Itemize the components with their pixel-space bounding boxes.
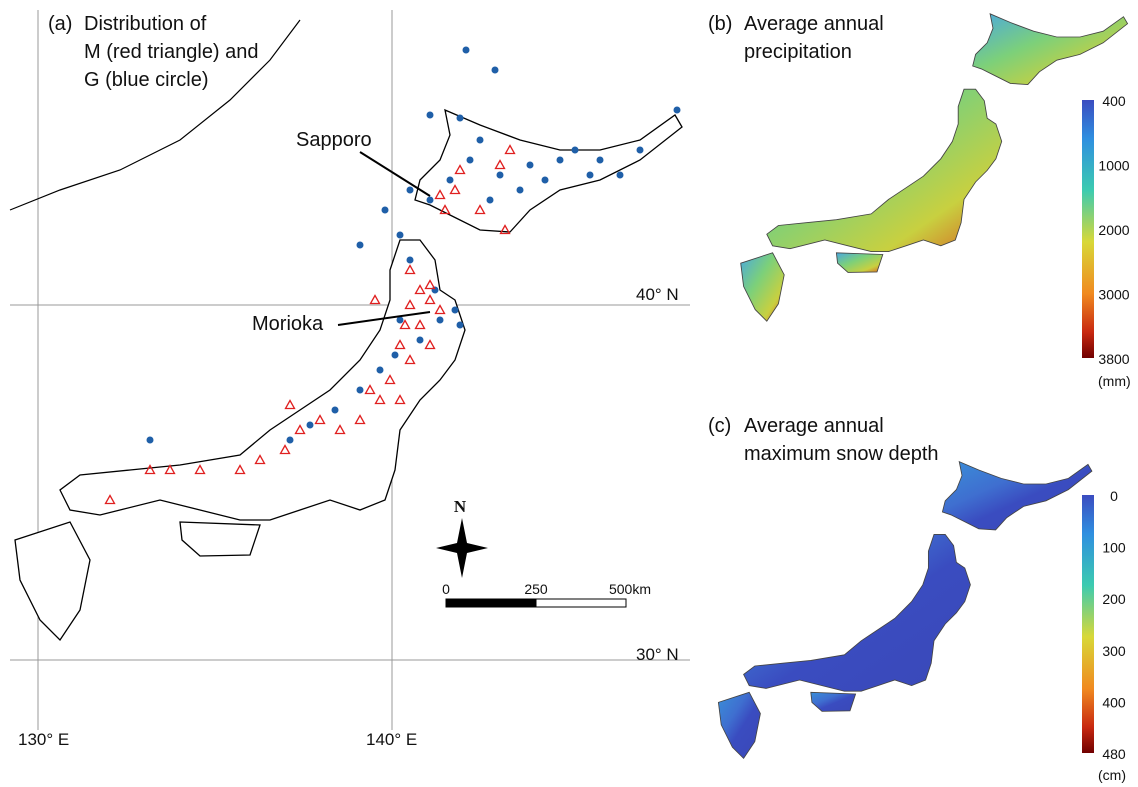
g-station	[147, 437, 154, 444]
scale-bar	[536, 599, 626, 607]
title-line: Distribution of	[84, 13, 207, 35]
city-label: Morioka	[252, 313, 324, 335]
colorbar-tick-label: 400	[1102, 694, 1126, 710]
colorbar-tick-label: 480	[1102, 746, 1126, 762]
g-station	[447, 177, 454, 184]
title-line: maximum snow depth	[744, 443, 939, 465]
g-station	[382, 207, 389, 214]
title-line: precipitation	[744, 41, 852, 63]
grid-label: 130° E	[18, 730, 69, 749]
colorbar-tick-label: 3000	[1098, 287, 1129, 303]
colorbar-ticks: 0 100 200 300 400 480	[1102, 488, 1126, 762]
title-line: G (blue circle)	[84, 69, 208, 91]
colorbar-tick-label: 200	[1102, 591, 1126, 607]
g-station	[617, 172, 624, 179]
colorbar-tick-label: 3800	[1098, 351, 1129, 367]
colorbar-tick-label: 100	[1102, 540, 1126, 556]
g-station	[497, 172, 504, 179]
scale-label: 250	[524, 581, 548, 597]
g-station	[432, 287, 439, 294]
japan-outline	[15, 110, 682, 640]
g-station	[417, 337, 424, 344]
g-station	[557, 157, 564, 164]
city-label: Sapporo	[296, 129, 372, 151]
g-station	[637, 147, 644, 154]
north-arrow	[436, 518, 488, 578]
figure: (a) Distribution of M (red triangle) and…	[0, 0, 1138, 787]
north-label: N	[454, 497, 467, 516]
g-station	[463, 47, 470, 54]
colorbar-tick-label: 1000	[1098, 158, 1129, 174]
g-station	[437, 317, 444, 324]
panel-a: (a) Distribution of M (red triangle) and…	[10, 10, 690, 749]
colorbar-tick-label: 0	[1110, 488, 1118, 504]
g-station	[427, 197, 434, 204]
g-station	[392, 352, 399, 359]
g-station	[477, 137, 484, 144]
scale-label: 0	[442, 581, 450, 597]
g-station	[492, 67, 499, 74]
panel-c: (c) Average annual maximum snow depth 0 1…	[708, 415, 1126, 783]
scale-bar	[446, 599, 536, 607]
scale-label: 500km	[609, 581, 651, 597]
g-station	[307, 422, 314, 429]
g-station	[527, 162, 534, 169]
colorbar-tick-label: 400	[1102, 93, 1126, 109]
g-station	[427, 112, 434, 119]
grid-label: 30° N	[636, 645, 679, 664]
colorbar-ticks: 400 1000 2000 3000 3800	[1098, 93, 1129, 367]
grid-label: 40° N	[636, 285, 679, 304]
title-line: Average annual	[744, 13, 884, 35]
g-station	[674, 107, 681, 114]
m-station	[371, 296, 380, 304]
g-station	[542, 177, 549, 184]
g-station	[332, 407, 339, 414]
colorbar	[1082, 100, 1094, 358]
panel-label: (c)	[708, 415, 731, 437]
arrow	[360, 152, 430, 196]
g-station	[452, 307, 459, 314]
g-station	[597, 157, 604, 164]
g-station	[572, 147, 579, 154]
g-station	[287, 437, 294, 444]
g-station	[467, 157, 474, 164]
g-station	[517, 187, 524, 194]
grid-label: 140° E	[366, 730, 417, 749]
g-station	[487, 197, 494, 204]
g-station	[407, 187, 414, 194]
unit-label: (cm)	[1098, 767, 1126, 783]
g-station	[357, 242, 364, 249]
colorbar-tick-label: 300	[1102, 643, 1126, 659]
panel-label: (b)	[708, 13, 732, 35]
panel-label: (a)	[48, 13, 72, 35]
g-station	[407, 257, 414, 264]
g-station	[457, 115, 464, 122]
panel-b: (b) Average annual precipitation 400 1000…	[708, 13, 1131, 389]
snow-depth-map	[718, 462, 1092, 759]
m-station	[286, 401, 295, 409]
g-station	[397, 232, 404, 239]
g-station	[357, 387, 364, 394]
g-station	[377, 367, 384, 374]
g-station	[457, 322, 464, 329]
title-line: M (red triangle) and	[84, 41, 259, 63]
colorbar-tick-label: 2000	[1098, 222, 1129, 238]
g-station	[587, 172, 594, 179]
colorbar	[1082, 495, 1094, 753]
unit-label: (mm)	[1098, 373, 1131, 389]
title-line: Average annual	[744, 415, 884, 437]
